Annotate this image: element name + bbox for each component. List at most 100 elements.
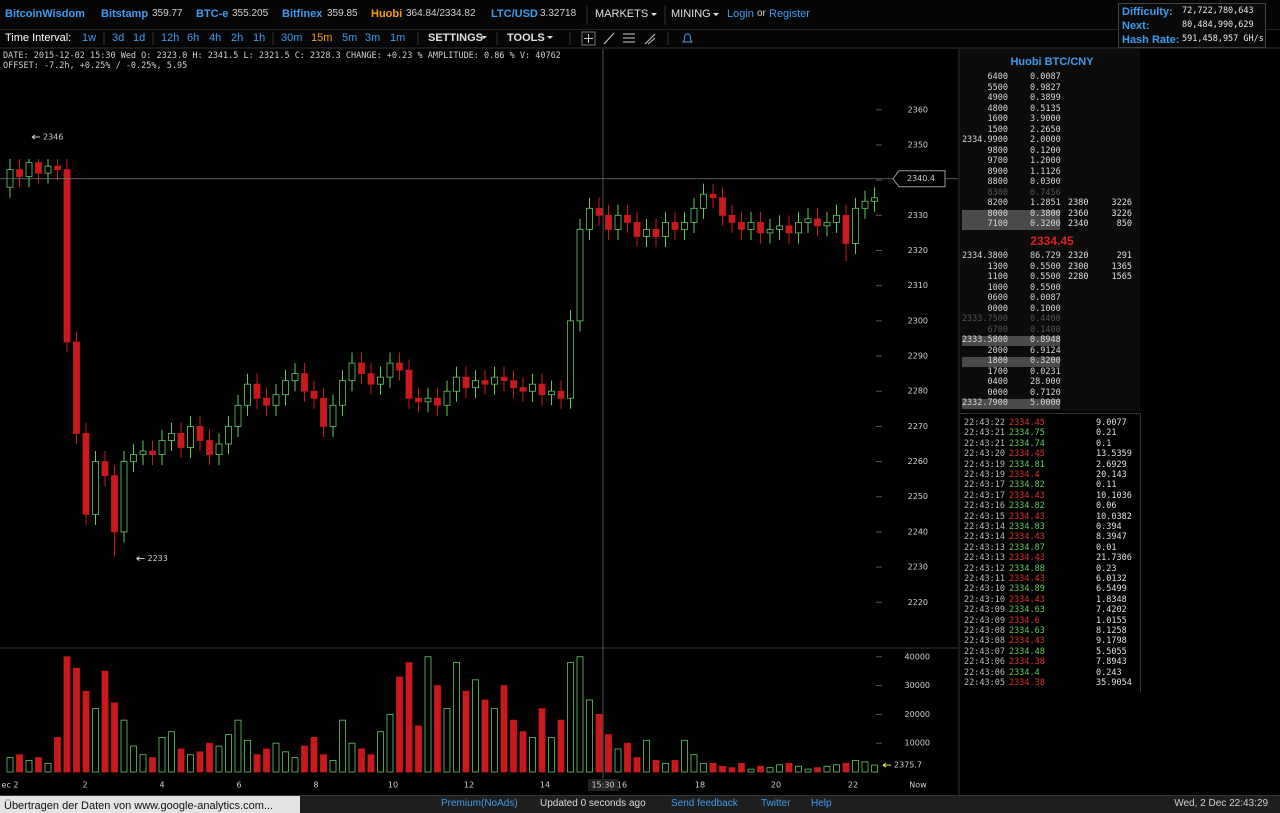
trade-time: 22:43:06	[964, 657, 1005, 668]
trade-time: 22:43:16	[964, 501, 1005, 512]
book-amount: 0.3200	[1030, 356, 1061, 366]
candle-body	[130, 454, 137, 462]
book-price: 0000	[987, 387, 1008, 398]
volume-bar	[871, 764, 878, 773]
footer-link[interactable]: Send feedback	[671, 798, 738, 809]
candle-body	[253, 383, 261, 399]
trade-time: 22:43:10	[964, 584, 1005, 595]
total-price: 2280	[1068, 272, 1089, 282]
stat-value: 72,722,780,643	[1182, 6, 1254, 16]
book-amount: 0.3200	[1030, 219, 1061, 229]
last-price: 2334.45	[1030, 234, 1074, 248]
interval-button[interactable]: 30m	[281, 32, 303, 44]
ticker-name[interactable]: BTC-e	[196, 8, 229, 20]
book-amount: 0.5500	[1030, 261, 1061, 272]
interval-button[interactable]: 5m	[342, 32, 358, 44]
trade-amount: 5.5055	[1096, 646, 1127, 657]
candle-body	[187, 425, 194, 448]
book-amount: 0.0087	[1030, 293, 1061, 303]
menu[interactable]: MARKETS	[595, 8, 649, 20]
total-price: 2340	[1068, 219, 1089, 229]
volume-bar	[415, 725, 422, 773]
trade-time: 22:43:06	[964, 667, 1005, 678]
candle-body	[453, 376, 460, 392]
interval-button[interactable]: 1h	[253, 32, 266, 44]
volume-bar	[120, 719, 128, 773]
ticker-name[interactable]: Huobi	[371, 8, 403, 20]
volume-bar	[253, 754, 261, 773]
book-amount: 2.2650	[1030, 124, 1061, 135]
interval-button[interactable]: 1w	[82, 32, 97, 44]
trade-price: 2334.43	[1009, 490, 1045, 501]
y-tick-label: 2300	[908, 316, 928, 325]
login-link[interactable]: Login	[727, 8, 754, 20]
volume-tick-label: 30000	[905, 681, 930, 690]
book-amount: 0.1000	[1030, 303, 1061, 314]
footer-link[interactable]: Premium(NoAds)	[441, 798, 518, 809]
candle-body	[643, 228, 650, 237]
stat-label: Difficulty:	[1122, 6, 1173, 18]
ticker-name[interactable]: Bitfinex	[282, 8, 323, 20]
volume-bar	[624, 742, 631, 773]
candle-body	[82, 433, 90, 515]
candle-body	[149, 450, 156, 455]
candle-body	[92, 461, 99, 515]
trade-price: 2334.43	[1009, 553, 1045, 564]
candle-body	[225, 425, 232, 445]
interval-button[interactable]: 3d	[112, 32, 125, 44]
trade-amount: 0.11	[1096, 480, 1117, 491]
candle-body	[158, 440, 166, 455]
ticker-name[interactable]: LTC/USD	[491, 8, 538, 20]
interval-button[interactable]: 4h	[209, 32, 222, 44]
trade-time: 22:43:09	[964, 605, 1005, 616]
settings-menu[interactable]: SETTINGS	[428, 32, 484, 44]
candle-body	[871, 197, 878, 202]
footer-link[interactable]: Twitter	[761, 798, 791, 809]
book-amount: 0.0087	[1030, 72, 1061, 82]
total-amount: 3226	[1111, 208, 1132, 219]
interval-button[interactable]: 2h	[231, 32, 244, 44]
interval-button[interactable]: 1m	[390, 32, 406, 44]
interval-button[interactable]: 3m	[365, 32, 381, 44]
trade-price: 2334.6	[1009, 615, 1040, 626]
trade-amount: 7.4202	[1096, 605, 1127, 616]
candle-body	[291, 373, 299, 382]
candle-body	[358, 362, 365, 375]
x-tick-label: 2	[82, 781, 87, 790]
volume-tick-label: 20000	[905, 710, 930, 719]
ticker-name[interactable]: Bitstamp	[101, 8, 149, 20]
candle-body	[529, 383, 536, 392]
interval-button[interactable]: 12h	[161, 32, 180, 44]
candle-body	[244, 383, 251, 406]
volume-bar	[63, 656, 71, 773]
volume-bar	[453, 662, 460, 773]
book-price: 4900	[987, 93, 1008, 103]
interval-button[interactable]: 15m	[311, 32, 333, 44]
tools-menu[interactable]: TOOLS	[507, 32, 545, 44]
trade-amount: 20.143	[1096, 470, 1127, 480]
crosshair-time-box	[588, 779, 618, 791]
total-amount: 850	[1116, 219, 1132, 229]
book-amount: 0.1400	[1030, 324, 1061, 335]
interval-button[interactable]: 6h	[187, 32, 200, 44]
trade-amount: 0.06	[1096, 501, 1117, 512]
brand[interactable]: BitcoinWisdom	[5, 8, 85, 20]
trade-price: 2334.4	[1009, 470, 1040, 480]
volume-bar	[44, 762, 52, 773]
trade-price: 2334.48	[1009, 646, 1045, 657]
register-link[interactable]: Register	[769, 8, 810, 20]
menu[interactable]: MINING	[671, 8, 711, 20]
volume-bar	[339, 719, 346, 773]
footer-link[interactable]: Help	[811, 798, 832, 809]
toolbar	[0, 30, 1115, 46]
y-tick-label: 2240	[908, 527, 928, 536]
volume-bar	[491, 708, 498, 773]
trade-time: 22:43:21	[964, 428, 1005, 439]
row-highlight	[962, 399, 1060, 409]
status-text: Übertragen der Daten von www.google-anal…	[4, 800, 274, 812]
book-amount: 0.5500	[1030, 282, 1061, 293]
x-tick-label: 8	[313, 781, 318, 790]
volume-bar	[272, 742, 280, 773]
interval-button[interactable]: 1d	[133, 32, 146, 44]
volume-bar	[728, 767, 736, 773]
